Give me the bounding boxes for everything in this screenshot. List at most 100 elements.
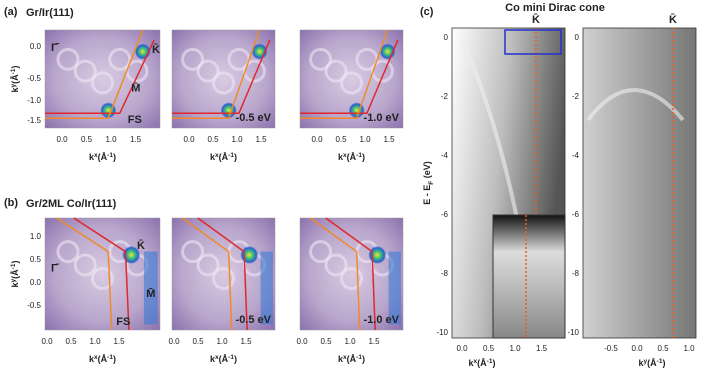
x-tick-label: 0.0: [311, 135, 323, 144]
axis-label-part: -1: [228, 152, 234, 159]
axis-label-part: -1: [487, 358, 493, 365]
x-tick-label: 1.5: [113, 337, 125, 346]
y-tick-label: 0.0: [30, 42, 42, 51]
figure-content: (a) Gr/Ir(111) (b) Gr/2ML Co/Ir(111) (c) Co m…: [4, 2, 697, 369]
x-tick-label: 0.0: [296, 337, 308, 346]
x-tick-label: 0.5: [207, 135, 219, 144]
x-tick-label: 1.5: [130, 135, 142, 144]
axis-label-part: x: [343, 354, 347, 361]
map-feature: [73, 59, 97, 83]
band-dispersion: [586, 88, 685, 122]
axis-label-part: (Å: [347, 152, 357, 162]
energy-label: -1.0 eV: [364, 112, 400, 124]
map-feature: [340, 266, 363, 290]
map-feature: [324, 253, 348, 277]
y-tick-label: 0.0: [30, 278, 42, 287]
map-feature: [196, 253, 220, 277]
y-tick-label: -6: [572, 210, 580, 219]
axis-label-part: x: [94, 354, 98, 361]
x-tick-label: -0.5: [604, 344, 618, 353]
axis-label-part: k: [10, 86, 20, 92]
axis-label: kx(Å-1): [210, 354, 237, 365]
map-feature: [212, 266, 235, 290]
axis-label-part: x: [215, 152, 219, 159]
axis-label-part: ): [10, 66, 20, 69]
intensity-band: [143, 251, 158, 325]
y-tick-label: -1.0: [27, 96, 41, 105]
axis-label: ky(Å-1): [639, 358, 666, 369]
axis-label-part: (Å: [10, 74, 20, 84]
axis-label-part: F: [428, 181, 435, 185]
axis-label-part: ): [234, 152, 237, 162]
bz-boundary: [73, 217, 130, 331]
axis-label-part: x: [343, 152, 347, 159]
axis-label-part: y: [10, 83, 17, 87]
axis-label-part: (Å: [477, 358, 487, 368]
axis-label-part: x: [215, 354, 219, 361]
axis-label-part: k: [10, 281, 20, 287]
x-tick-label: 0.0: [631, 344, 643, 353]
axis-label-part: k: [469, 358, 475, 368]
y-tick-label: -0.5: [27, 301, 41, 310]
map-feature: [56, 47, 80, 71]
intensity-band: [260, 251, 273, 325]
map-feature: [91, 71, 114, 95]
energy-label: -0.5 eV: [236, 314, 272, 326]
axis-label-part: (Å: [98, 354, 108, 364]
axis-label-part: ): [362, 354, 365, 364]
bz-boundary: [45, 39, 155, 115]
x-tick-label: 0.0: [168, 337, 180, 346]
axis-label-part: k: [210, 152, 216, 162]
y-tick-label: -2: [572, 92, 580, 101]
y-tick-label: 0: [575, 33, 580, 42]
bz-boundary: [172, 39, 271, 115]
map-feature: [91, 266, 114, 290]
x-tick-label: 1.5: [368, 337, 380, 346]
x-tick-label: 0.5: [65, 337, 77, 346]
x-tick-label: 0.5: [657, 344, 669, 353]
x-tick-label: 0.5: [192, 337, 204, 346]
x-tick-label: 0.5: [483, 344, 495, 353]
bz-boundary: [325, 217, 376, 331]
map-feature: [196, 59, 220, 83]
arpes-cut: [582, 27, 697, 339]
axis-label-part: y: [644, 358, 648, 365]
axis-label: E - EF (eV): [422, 161, 434, 205]
x-tick-label: 1.5: [536, 344, 548, 353]
intensity-band: [388, 251, 401, 325]
map-feature: [324, 59, 348, 83]
x-tick-label: 1.0: [509, 344, 521, 353]
x-tick-label: 0.0: [56, 135, 68, 144]
bz-boundary: [56, 217, 113, 331]
x-tick-label: 1.0: [105, 135, 117, 144]
axis-label-part: x: [94, 152, 98, 159]
bz-boundary: [300, 39, 399, 115]
axis-label-part: -1: [107, 354, 113, 361]
symmetry-label: FS: [128, 114, 142, 126]
intensity-spot: [368, 245, 387, 264]
panel-label: (a): [4, 6, 18, 18]
axis-label-part: x: [474, 358, 478, 365]
y-tick-label: 0: [444, 33, 449, 42]
axis-label-part: ): [234, 354, 237, 364]
axis-label-part: ): [10, 261, 20, 264]
axis-label-part: -1: [10, 263, 17, 269]
axis-label-part: (Å: [219, 354, 229, 364]
axis-label-part: E - E: [422, 185, 432, 205]
y-tick-label: -4: [572, 151, 580, 160]
axis-label-part: (Å: [10, 269, 20, 279]
axis-label-part: k: [338, 152, 344, 162]
map-feature: [309, 240, 333, 264]
panel-label: (c): [420, 6, 434, 18]
axis-label-part: -1: [107, 152, 113, 159]
axis-label-part: (eV): [422, 161, 432, 181]
map-feature: [181, 47, 205, 71]
axis-label-part: (Å: [647, 358, 657, 368]
bz-boundary: [181, 217, 233, 331]
axis-label: kx(Å-1): [89, 152, 116, 163]
axis-label-part: k: [210, 354, 216, 364]
x-tick-label: 1.0: [683, 344, 695, 353]
axis-label-part: ): [662, 358, 665, 368]
x-tick-label: 0.5: [81, 135, 93, 144]
